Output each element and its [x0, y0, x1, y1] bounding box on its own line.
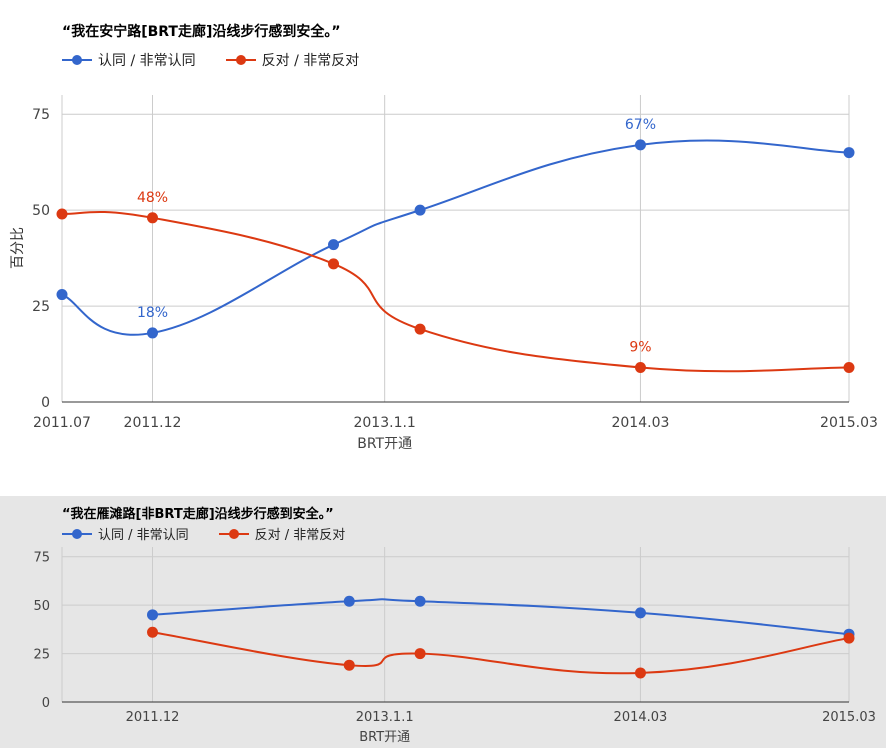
- legend-swatch-agree: [62, 55, 92, 65]
- x-tick-label: 2011.07: [33, 415, 91, 431]
- data-label: 9%: [629, 339, 651, 355]
- legend-dot: [72, 55, 82, 65]
- data-point-series-1: [414, 323, 426, 335]
- data-point-series-0: [843, 147, 855, 159]
- data-point-series-1: [843, 361, 855, 373]
- x-tick-label: 2013.1.1: [356, 710, 414, 725]
- chart-title: “我在安宁路[BRT走廊]沿线步行感到安全。”: [62, 24, 341, 40]
- legend-swatch-disagree: [218, 528, 249, 539]
- x-tick-label: 2015.03: [820, 415, 878, 431]
- x-tick-label: 2011.12: [126, 710, 180, 725]
- legend-item-agree[interactable]: 认同 / 非常认同: [62, 50, 196, 70]
- x-tick-label: 2014.03: [614, 710, 668, 725]
- y-axis-title: 百分比: [10, 227, 26, 269]
- chart-panel-anning: “我在安宁路[BRT走廊]沿线步行感到安全。” 认同 / 非常认同 反对 / 非…: [10, 24, 878, 452]
- data-point-series-0: [343, 595, 355, 607]
- x-tick-label: 2013.1.1: [353, 415, 415, 431]
- y-tick-label: 0: [41, 395, 50, 411]
- y-tick-label: 75: [33, 551, 50, 566]
- data-label: 67%: [625, 117, 656, 133]
- legend-swatch-agree: [62, 528, 92, 539]
- data-label: 18%: [137, 305, 168, 321]
- x-tick-label: 2014.03: [611, 415, 669, 431]
- legend-item-agree[interactable]: 认同 / 非常认同: [62, 524, 189, 543]
- x-tick-label: 2015.03: [822, 710, 876, 725]
- y-tick-label: 25: [32, 299, 50, 315]
- data-point-series-1: [56, 208, 68, 220]
- plot-area: 0 25 50 75 2011.07 2011.12 2013.1.1 2014.03 2015…: [10, 95, 878, 452]
- legend-label: 反对 / 非常反对: [254, 528, 346, 543]
- data-point-series-0: [634, 139, 646, 151]
- legend-item-disagree[interactable]: 反对 / 非常反对: [218, 524, 346, 543]
- series-line-1: [152, 631, 850, 675]
- legend-swatch-disagree: [225, 55, 256, 65]
- data-point-series-0: [147, 327, 159, 339]
- chart-title: “我在雁滩路[非BRT走廊]沿线步行感到安全。”: [62, 507, 334, 522]
- y-tick-label: 50: [32, 203, 50, 219]
- legend-dot: [72, 528, 82, 539]
- legend-label: 认同 / 非常认同: [98, 53, 196, 69]
- data-point-series-1: [843, 632, 855, 644]
- chart-panel-yantan: “我在雁滩路[非BRT走廊]沿线步行感到安全。” 认同 / 非常认同 反对 / …: [0, 496, 886, 748]
- series-line-0: [152, 598, 850, 636]
- legend-dot: [228, 528, 239, 539]
- data-point-series-0: [414, 595, 426, 607]
- data-point-series-1: [634, 361, 646, 373]
- plot-area: 0 25 50 75 2011.12 2013.1.1 2014.03 2015.03 BRT开…: [33, 547, 876, 745]
- data-point-series-1: [343, 659, 355, 671]
- data-point-series-0: [634, 607, 646, 619]
- legend-label: 认同 / 非常认同: [98, 528, 189, 543]
- legend-dot: [235, 55, 246, 65]
- data-label: 48%: [137, 190, 168, 206]
- data-point-series-1: [147, 626, 159, 638]
- chart-legend: 认同 / 非常认同 反对 / 非常反对: [62, 524, 345, 543]
- data-point-series-1: [328, 258, 340, 270]
- legend-label: 反对 / 非常反对: [261, 53, 360, 69]
- legend-item-disagree[interactable]: 反对 / 非常反对: [225, 50, 360, 70]
- x-tick-label: 2011.12: [124, 415, 182, 431]
- data-point-series-0: [328, 239, 340, 251]
- data-point-series-1: [634, 667, 646, 679]
- y-tick-label: 0: [42, 696, 50, 711]
- series-line-1: [61, 210, 850, 373]
- y-tick-label: 75: [32, 107, 50, 123]
- data-point-series-0: [56, 289, 68, 301]
- x-axis-title: BRT开通: [359, 730, 410, 745]
- data-point-series-1: [147, 212, 159, 224]
- x-axis-title: BRT开通: [357, 436, 412, 452]
- data-point-series-0: [147, 609, 159, 621]
- data-point-series-0: [414, 204, 426, 216]
- chart-legend: 认同 / 非常认同 反对 / 非常反对: [62, 50, 359, 70]
- data-point-series-1: [414, 648, 426, 660]
- y-tick-label: 25: [33, 648, 50, 663]
- y-tick-label: 50: [33, 599, 50, 614]
